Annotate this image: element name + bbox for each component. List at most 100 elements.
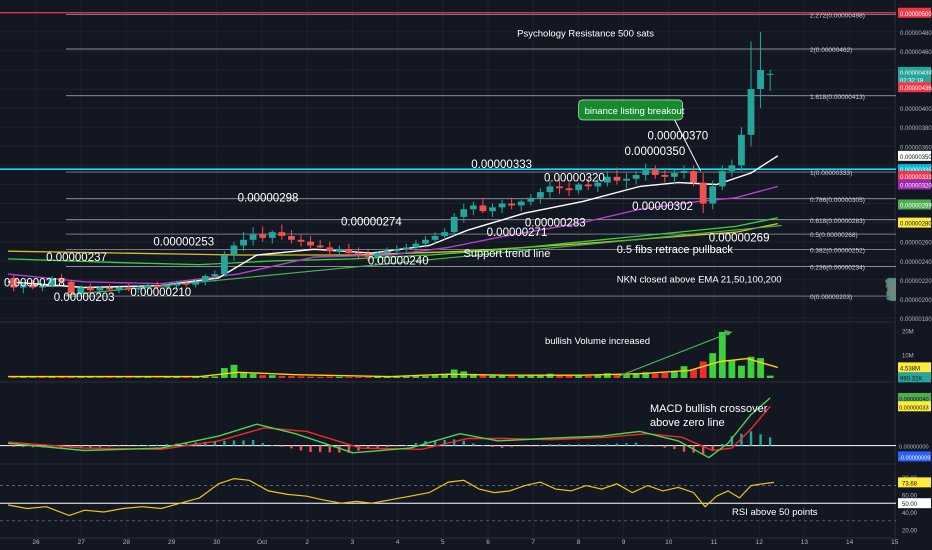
volume-bar[interactable] [77, 377, 84, 378]
candle-body[interactable] [116, 287, 123, 289]
candle-body[interactable] [652, 169, 659, 175]
candle-body[interactable] [661, 175, 668, 177]
volume-bar[interactable] [211, 376, 218, 378]
volume-bar[interactable] [585, 376, 592, 378]
candle-body[interactable] [757, 70, 764, 89]
candle-body[interactable] [633, 175, 640, 179]
volume-bar[interactable] [719, 332, 726, 378]
volume-bar[interactable] [250, 374, 257, 378]
volume-bar[interactable] [566, 376, 573, 378]
volume-bar[interactable] [259, 375, 266, 378]
candle-body[interactable] [97, 287, 104, 290]
candle-body[interactable] [336, 249, 343, 251]
candle-body[interactable] [480, 205, 487, 211]
candle-body[interactable] [575, 184, 582, 190]
candle-body[interactable] [355, 253, 362, 255]
volume-bar[interactable] [288, 376, 295, 378]
volume-bar[interactable] [231, 365, 238, 378]
candle-body[interactable] [441, 232, 448, 236]
candle-body[interactable] [307, 242, 314, 246]
volume-bar[interactable] [690, 369, 697, 378]
volume-bar[interactable] [412, 376, 419, 378]
volume-bar[interactable] [709, 353, 716, 378]
volume-bar[interactable] [365, 377, 372, 378]
volume-bar[interactable] [326, 377, 333, 378]
candle-body[interactable] [508, 204, 515, 206]
candle-body[interactable] [250, 234, 257, 240]
candle-body[interactable] [681, 171, 688, 173]
candle-body[interactable] [403, 247, 410, 249]
candle-body[interactable] [604, 177, 611, 183]
candle-body[interactable] [173, 284, 180, 286]
candle-body[interactable] [623, 179, 630, 181]
volume-bar[interactable] [422, 376, 429, 378]
candle-body[interactable] [585, 184, 592, 186]
volume-bar[interactable] [518, 376, 525, 378]
volume-bar[interactable] [508, 376, 515, 378]
candle-body[interactable] [269, 232, 276, 238]
volume-bar[interactable] [489, 376, 496, 378]
volume-bar[interactable] [269, 375, 276, 378]
volume-bar[interactable] [623, 375, 630, 378]
candle-body[interactable] [556, 186, 563, 188]
candle-body[interactable] [326, 247, 333, 251]
volume-bar[interactable] [403, 377, 410, 378]
candle-body[interactable] [547, 186, 554, 192]
volume-bar[interactable] [355, 377, 362, 378]
candle-body[interactable] [278, 232, 285, 236]
candle-body[interactable] [527, 198, 534, 202]
candle-body[interactable] [231, 246, 238, 256]
volume-bar[interactable] [738, 366, 745, 378]
volume-bar[interactable] [278, 376, 285, 378]
volume-bar[interactable] [164, 377, 171, 378]
volume-bar[interactable] [87, 377, 94, 378]
candle-body[interactable] [499, 204, 506, 208]
candle-body[interactable] [709, 186, 716, 203]
candle-body[interactable] [738, 135, 745, 166]
candle-body[interactable] [221, 255, 228, 274]
candle-body[interactable] [432, 236, 439, 240]
candle-body[interactable] [202, 276, 209, 282]
candle-body[interactable] [719, 171, 726, 186]
candle-body[interactable] [422, 240, 429, 244]
candle-body[interactable] [642, 169, 649, 175]
volume-bar[interactable] [499, 376, 506, 378]
volume-bar[interactable] [336, 377, 343, 378]
candle-body[interactable] [106, 287, 113, 289]
candle-body[interactable] [489, 207, 496, 211]
volume-bar[interactable] [633, 374, 640, 378]
candle-body[interactable] [87, 287, 94, 290]
candle-body[interactable] [259, 234, 266, 238]
candle-body[interactable] [412, 244, 419, 248]
volume-bar[interactable] [681, 366, 688, 378]
volume-bar[interactable] [432, 375, 439, 378]
candle-body[interactable] [298, 240, 305, 242]
candle-body[interactable] [317, 246, 324, 248]
volume-bar[interactable] [652, 374, 659, 378]
candle-body[interactable] [671, 173, 678, 177]
candle-body[interactable] [288, 236, 295, 240]
candle-body[interactable] [183, 284, 190, 285]
volume-bar[interactable] [144, 377, 151, 378]
candle-body[interactable] [384, 251, 391, 253]
volume-bar[interactable] [298, 376, 305, 378]
candle-body[interactable] [690, 171, 697, 182]
candle-body[interactable] [393, 249, 400, 251]
volume-bar[interactable] [106, 377, 113, 378]
volume-bar[interactable] [307, 377, 314, 378]
volume-bar[interactable] [125, 377, 132, 378]
volume-bar[interactable] [49, 377, 56, 378]
candle-body[interactable] [470, 205, 477, 209]
candle-body[interactable] [566, 188, 573, 190]
volume-bar[interactable] [20, 377, 27, 378]
volume-bar[interactable] [728, 360, 735, 378]
price-scale[interactable]: 0.000004800.000004600.000004400.00000420… [896, 0, 932, 550]
candle-body[interactable] [614, 177, 621, 181]
candle-body[interactable] [700, 183, 707, 204]
candle-body[interactable] [460, 209, 467, 217]
volume-bar[interactable] [527, 376, 534, 378]
volume-bar[interactable] [767, 376, 774, 378]
candle-body[interactable] [728, 165, 735, 171]
candle-body[interactable] [451, 217, 458, 232]
volume-bar[interactable] [594, 375, 601, 378]
